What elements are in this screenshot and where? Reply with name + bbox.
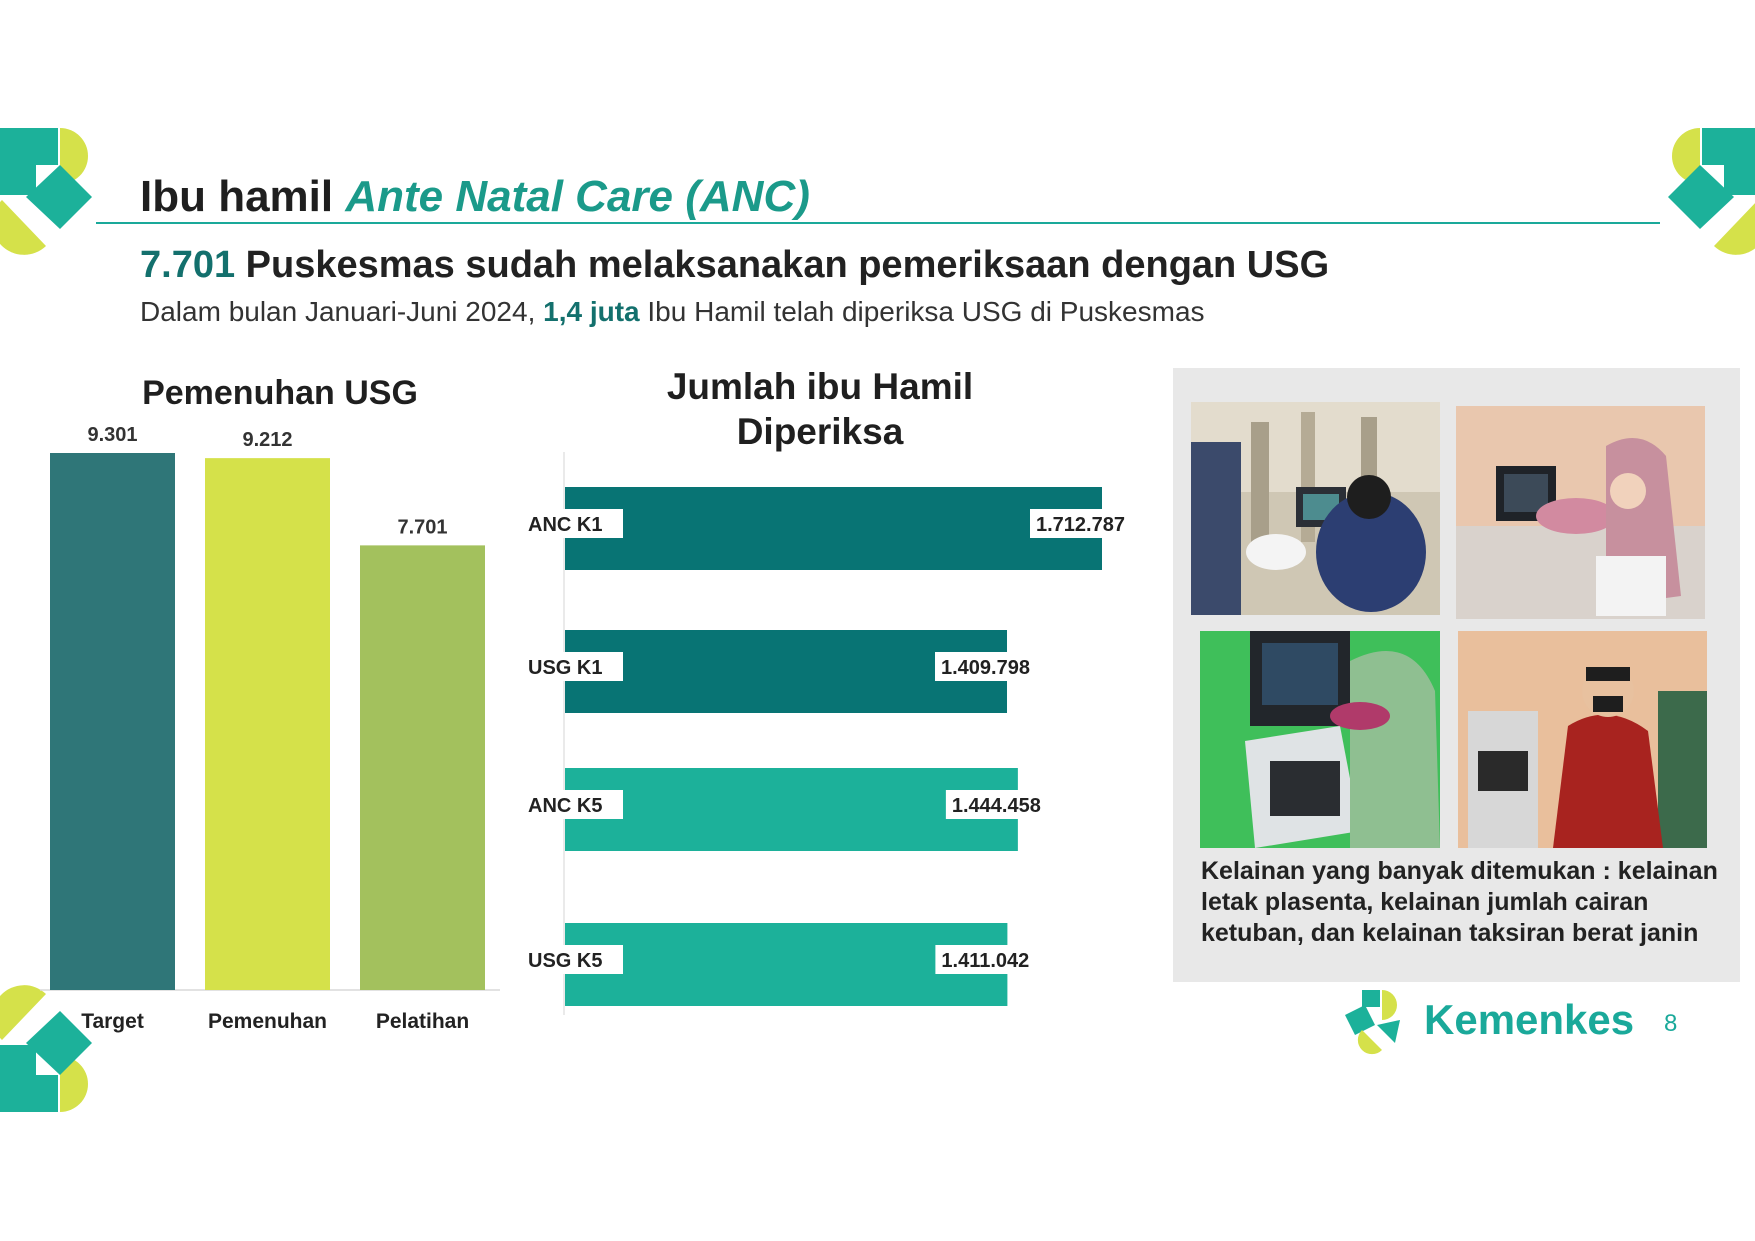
kemenkes-brand: Kemenkes bbox=[1424, 996, 1635, 1043]
page-title: Ibu hamil Ante Natal Care (ANC) bbox=[140, 172, 810, 222]
category-label: USG K5 bbox=[528, 950, 602, 972]
value-label: 1.409.798 bbox=[941, 657, 1030, 679]
title-accent: Ante Natal Care (ANC) bbox=[345, 172, 810, 221]
category-label-box bbox=[520, 790, 623, 819]
corner-ornament-top-right bbox=[1668, 128, 1755, 255]
title-divider bbox=[96, 222, 1660, 224]
category-label: USG K1 bbox=[528, 657, 602, 679]
headline-text: Puskesmas sudah melaksanakan pemeriksaan… bbox=[245, 244, 1330, 286]
category-label: ANC K5 bbox=[528, 795, 602, 817]
value-label: 7.701 bbox=[397, 516, 447, 538]
bar-target bbox=[50, 453, 175, 990]
photo-usg-exam-4 bbox=[1458, 631, 1707, 848]
bar-anc-k5 bbox=[565, 768, 1018, 851]
headline-number: 7.701 bbox=[140, 244, 236, 286]
bar-pelatihan bbox=[360, 545, 485, 990]
photo-usg-exam-1 bbox=[1191, 402, 1440, 615]
value-label: 9.301 bbox=[87, 424, 137, 446]
value-label-box bbox=[935, 652, 1051, 681]
bar-anc-k1 bbox=[565, 487, 1102, 570]
photo-panel: Kelainan yang banyak ditemukan : kelaina… bbox=[1173, 368, 1740, 982]
title-prefix: Ibu hamil bbox=[140, 172, 334, 221]
value-label: 1.444.458 bbox=[952, 795, 1041, 817]
bar-usg-k1 bbox=[565, 630, 1008, 713]
page-number: 8 bbox=[1664, 1010, 1678, 1037]
subheadline-suffix: Ibu Hamil telah diperiksa USG di Puskesm… bbox=[647, 296, 1205, 327]
value-label: 1.411.042 bbox=[941, 950, 1029, 972]
headline: 7.701 Puskesmas sudah melaksanakan pemer… bbox=[140, 244, 1329, 287]
kemenkes-logo-icon bbox=[1345, 990, 1400, 1055]
subheadline-prefix: Dalam bulan Januari-Juni 2024, bbox=[140, 296, 536, 327]
bar-pemenuhan bbox=[205, 458, 330, 990]
value-label-box bbox=[1030, 509, 1145, 538]
photo-usg-exam-2 bbox=[1456, 406, 1705, 619]
category-label-box bbox=[520, 652, 623, 681]
value-label: 9.212 bbox=[242, 429, 292, 451]
value-label-box bbox=[945, 790, 1061, 819]
middle-chart-title-line1: Jumlah ibu Hamil bbox=[666, 366, 974, 407]
findings-text: Kelainan yang banyak ditemukan : kelaina… bbox=[1201, 857, 1718, 947]
corner-ornament-top-left bbox=[0, 128, 92, 255]
category-label: Pemenuhan bbox=[208, 1010, 327, 1033]
jumlah-ibu-hamil-chart: ANC K1 1.712.787 USG K1 1.409.798 ANC K5 1.44… bbox=[520, 452, 1145, 1015]
left-chart-title: Pemenuhan USG bbox=[142, 374, 418, 412]
corner-ornament-bottom-left bbox=[0, 985, 92, 1112]
category-label: Target bbox=[81, 1010, 144, 1033]
category-label-box bbox=[520, 509, 623, 538]
category-label: Pelatihan bbox=[376, 1010, 469, 1033]
category-label: ANC K1 bbox=[528, 514, 602, 536]
value-label: 1.712.787 bbox=[1036, 514, 1125, 536]
subheadline-highlight: 1,4 juta bbox=[543, 296, 640, 327]
bar-usg-k5 bbox=[565, 923, 1008, 1006]
middle-chart-title-line2: Diperiksa bbox=[736, 411, 904, 452]
photo-usg-exam-3 bbox=[1200, 631, 1440, 848]
pemenuhan-usg-chart: 9.301 Target 9.212 Pemenuhan 7.701 Pelatihan bbox=[40, 424, 500, 1033]
category-label-box bbox=[520, 945, 623, 974]
subheadline: Dalam bulan Januari-Juni 2024, 1,4 juta … bbox=[140, 296, 1205, 328]
middle-chart-title: Jumlah ibu Hamil Diperiksa bbox=[620, 364, 1020, 454]
value-label-box bbox=[935, 945, 1051, 974]
